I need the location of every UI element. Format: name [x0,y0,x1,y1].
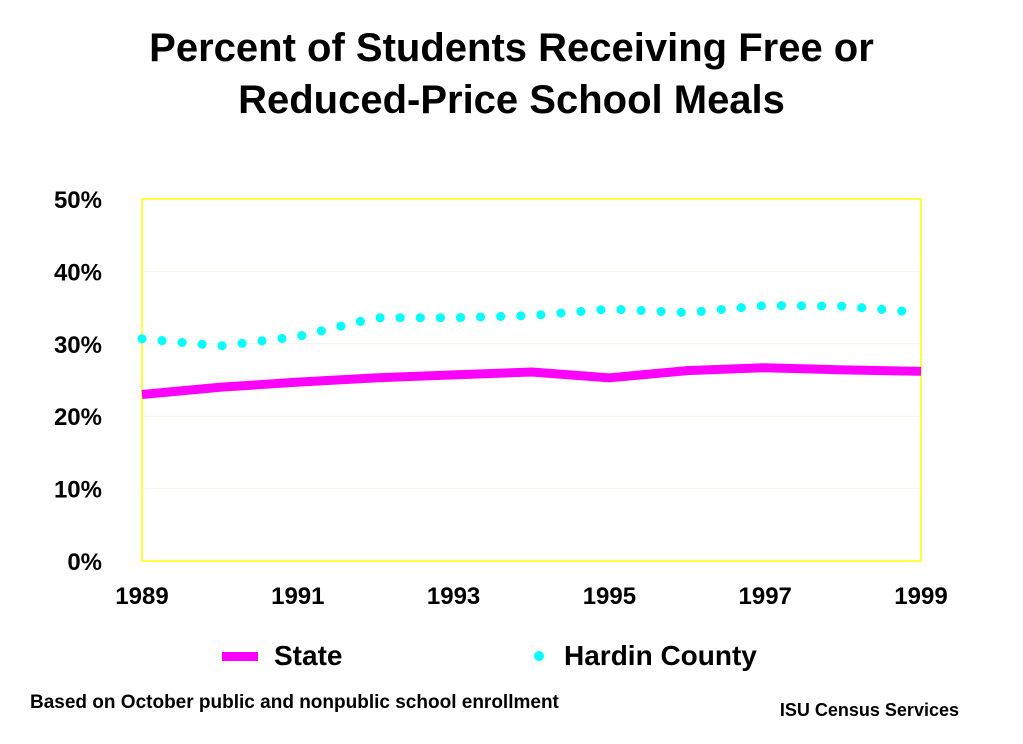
x-tick-label: 1991 [271,583,324,610]
y-tick-label: 30% [54,332,102,359]
footnote: Based on October public and nonpublic sc… [30,692,559,713]
y-tick-label: 50% [54,187,102,214]
x-tick-label: 1995 [583,583,636,610]
chart-title-line-1: Percent of Students Receiving Free or [149,26,874,70]
legend-label-hardin-county: Hardin County [564,640,757,671]
x-tick-label: 1997 [739,583,792,610]
y-tick-label: 20% [54,404,102,431]
legend-item-state: State [222,640,342,672]
series-line-hardin-county [137,300,926,351]
chart-title-line-2: Reduced-Price School Meals [238,78,785,122]
x-tick-label: 1993 [427,583,480,610]
legend-label-state: State [274,640,343,671]
legend-swatch-hardin-county [534,651,544,661]
chart-title: Percent of Students Receiving Free or Re… [0,22,1023,126]
source-credit: ISU Census Services [779,700,959,720]
y-tick-label: 0% [67,549,102,576]
chart-legend: State Hardin County [0,640,1023,680]
y-tick-label: 10% [54,477,102,504]
x-tick-label: 1989 [115,583,168,610]
legend-item-hardin-county: Hardin County [528,640,757,672]
plot-area [141,198,922,562]
y-tick-label: 40% [54,259,102,286]
series-line-state [141,363,922,399]
x-tick-label: 1999 [894,583,947,610]
legend-swatch-state [222,651,258,661]
